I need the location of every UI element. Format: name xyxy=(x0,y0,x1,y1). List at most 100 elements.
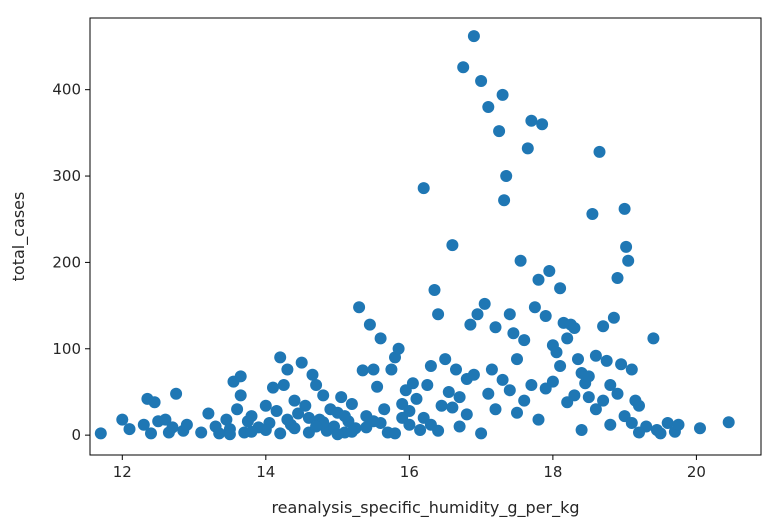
data-point-184 xyxy=(597,394,610,407)
data-point-161 xyxy=(475,427,488,440)
data-point-85 xyxy=(464,318,477,331)
data-point-121 xyxy=(589,349,602,362)
data-point-95 xyxy=(498,194,511,207)
x-axis-ticks: 12 14 16 18 20 xyxy=(113,455,706,481)
data-point-105 xyxy=(532,273,545,286)
data-point-49 xyxy=(335,391,348,404)
data-point-175 xyxy=(338,410,351,423)
data-point-116 xyxy=(572,353,584,366)
data-point-58 xyxy=(367,363,380,376)
data-point-6 xyxy=(145,427,157,440)
data-point-159 xyxy=(446,401,459,414)
data-point-179 xyxy=(453,391,466,404)
data-point-180 xyxy=(482,387,495,400)
data-point-147 xyxy=(274,427,287,440)
data-point-22 xyxy=(234,370,247,383)
data-point-1 xyxy=(116,413,129,426)
data-point-10 xyxy=(166,421,179,434)
data-point-155 xyxy=(389,427,401,440)
data-point-162 xyxy=(489,403,502,416)
data-point-101 xyxy=(518,334,531,347)
data-point-83 xyxy=(457,61,470,74)
data-point-144 xyxy=(223,428,236,441)
data-point-178 xyxy=(424,418,437,431)
data-point-163 xyxy=(503,384,516,397)
data-point-131 xyxy=(622,254,635,267)
data-point-54 xyxy=(353,301,366,314)
data-point-76 xyxy=(432,308,445,321)
data-point-74 xyxy=(424,360,437,372)
data-point-90 xyxy=(482,101,495,113)
data-point-170 xyxy=(604,418,617,431)
data-point-13 xyxy=(180,418,193,431)
data-point-130 xyxy=(620,240,633,253)
data-point-108 xyxy=(543,265,556,277)
data-point-148 xyxy=(288,422,301,435)
y-tick-label: 0 xyxy=(71,426,81,444)
data-point-34 xyxy=(281,363,294,376)
data-point-146 xyxy=(259,424,272,436)
y-tick-label: 200 xyxy=(52,253,81,271)
data-point-97 xyxy=(503,308,516,321)
data-point-165 xyxy=(532,413,545,426)
data-point-106 xyxy=(536,118,549,131)
y-tick-label: 100 xyxy=(52,340,81,358)
data-point-61 xyxy=(378,403,391,416)
data-point-119 xyxy=(582,391,595,404)
data-point-41 xyxy=(306,368,319,381)
data-point-164 xyxy=(518,394,531,407)
y-tick-label: 300 xyxy=(52,167,81,185)
data-point-72 xyxy=(417,182,430,195)
data-point-3 xyxy=(137,418,150,431)
y-tick-label: 400 xyxy=(52,81,81,99)
data-point-65 xyxy=(392,342,405,355)
data-point-59 xyxy=(371,380,384,393)
y-axis-label: total_cases xyxy=(9,192,29,282)
data-point-115 xyxy=(568,322,581,334)
data-point-189 xyxy=(554,360,567,372)
data-point-136 xyxy=(647,332,660,345)
data-point-60 xyxy=(374,332,387,345)
x-axis-label: reanalysis_specific_humidity_g_per_kg xyxy=(271,498,579,518)
data-point-2 xyxy=(123,423,136,436)
data-point-183 xyxy=(568,389,581,402)
data-point-186 xyxy=(467,368,480,381)
data-point-36 xyxy=(288,394,301,407)
data-point-103 xyxy=(525,114,538,127)
data-point-28 xyxy=(259,399,272,412)
x-tick-label: 14 xyxy=(256,463,275,481)
data-point-80 xyxy=(446,239,459,252)
data-point-104 xyxy=(528,301,541,314)
data-point-113 xyxy=(561,332,574,345)
data-point-89 xyxy=(478,297,491,310)
data-point-191 xyxy=(611,387,624,400)
data-point-17 xyxy=(213,427,226,440)
data-point-143 xyxy=(722,416,735,429)
data-point-124 xyxy=(600,354,613,367)
data-point-125 xyxy=(604,379,617,391)
data-point-81 xyxy=(450,363,462,376)
data-point-132 xyxy=(625,363,638,376)
data-point-160 xyxy=(460,408,473,421)
data-point-5 xyxy=(148,396,161,409)
data-point-37 xyxy=(292,407,305,420)
data-points xyxy=(94,30,735,441)
data-point-26 xyxy=(245,410,258,423)
data-point-75 xyxy=(428,284,441,296)
data-point-120 xyxy=(586,208,599,220)
data-point-18 xyxy=(220,413,233,426)
data-point-71 xyxy=(414,424,427,436)
x-tick-label: 16 xyxy=(400,463,419,481)
data-point-63 xyxy=(385,363,398,376)
y-axis-ticks: 0 100 200 300 400 xyxy=(52,81,90,444)
data-point-149 xyxy=(302,411,315,424)
data-point-172 xyxy=(633,426,645,439)
data-point-52 xyxy=(345,398,358,410)
data-point-110 xyxy=(550,346,563,359)
data-point-92 xyxy=(489,321,502,334)
data-point-82 xyxy=(453,420,466,433)
data-point-169 xyxy=(589,403,602,416)
data-point-138 xyxy=(654,427,667,440)
data-point-91 xyxy=(485,363,498,376)
